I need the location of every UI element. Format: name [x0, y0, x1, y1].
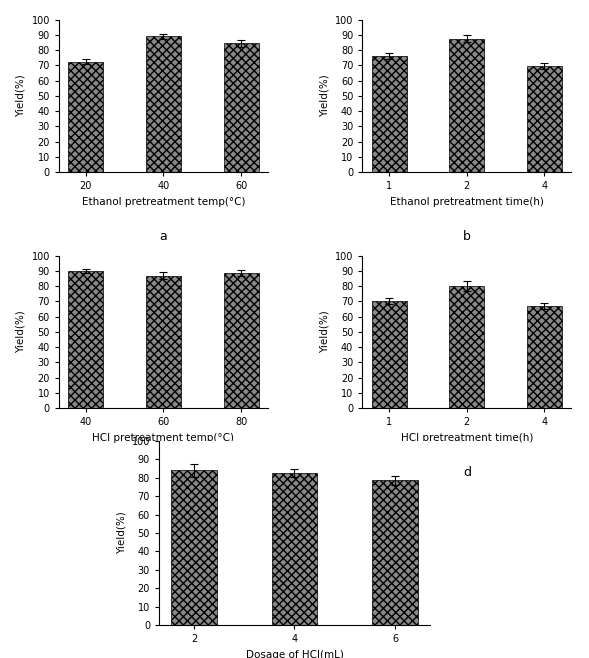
Text: a: a — [160, 230, 167, 243]
Bar — [68, 62, 103, 172]
Bar — [171, 470, 217, 625]
Bar — [224, 43, 259, 172]
Y-axis label: Yield(%): Yield(%) — [116, 512, 126, 554]
X-axis label: HCl pretreatment time(h): HCl pretreatment time(h) — [401, 432, 533, 443]
X-axis label: Ethanol pretreatment time(h): Ethanol pretreatment time(h) — [390, 197, 544, 207]
X-axis label: Ethanol pretreatment temp(°C): Ethanol pretreatment temp(°C) — [82, 197, 245, 207]
Bar — [68, 271, 103, 408]
Bar — [527, 66, 562, 172]
Y-axis label: Yield(%): Yield(%) — [16, 74, 26, 117]
Text: c: c — [160, 466, 167, 479]
Bar — [449, 39, 484, 172]
X-axis label: Dosage of HCl(mL): Dosage of HCl(mL) — [246, 649, 343, 658]
X-axis label: HCl pretreatment temp(°C): HCl pretreatment temp(°C) — [92, 432, 234, 443]
Bar — [146, 36, 181, 172]
Y-axis label: Yield(%): Yield(%) — [16, 311, 26, 353]
Text: d: d — [463, 466, 471, 479]
Bar — [372, 480, 418, 625]
Bar — [372, 301, 406, 408]
Bar — [224, 273, 259, 408]
Bar — [372, 57, 406, 172]
Y-axis label: Yield(%): Yield(%) — [319, 74, 329, 117]
Y-axis label: Yield(%): Yield(%) — [319, 311, 329, 353]
Bar — [146, 276, 181, 408]
Bar — [449, 286, 484, 408]
Bar — [272, 473, 317, 625]
Bar — [527, 306, 562, 408]
Text: b: b — [463, 230, 471, 243]
